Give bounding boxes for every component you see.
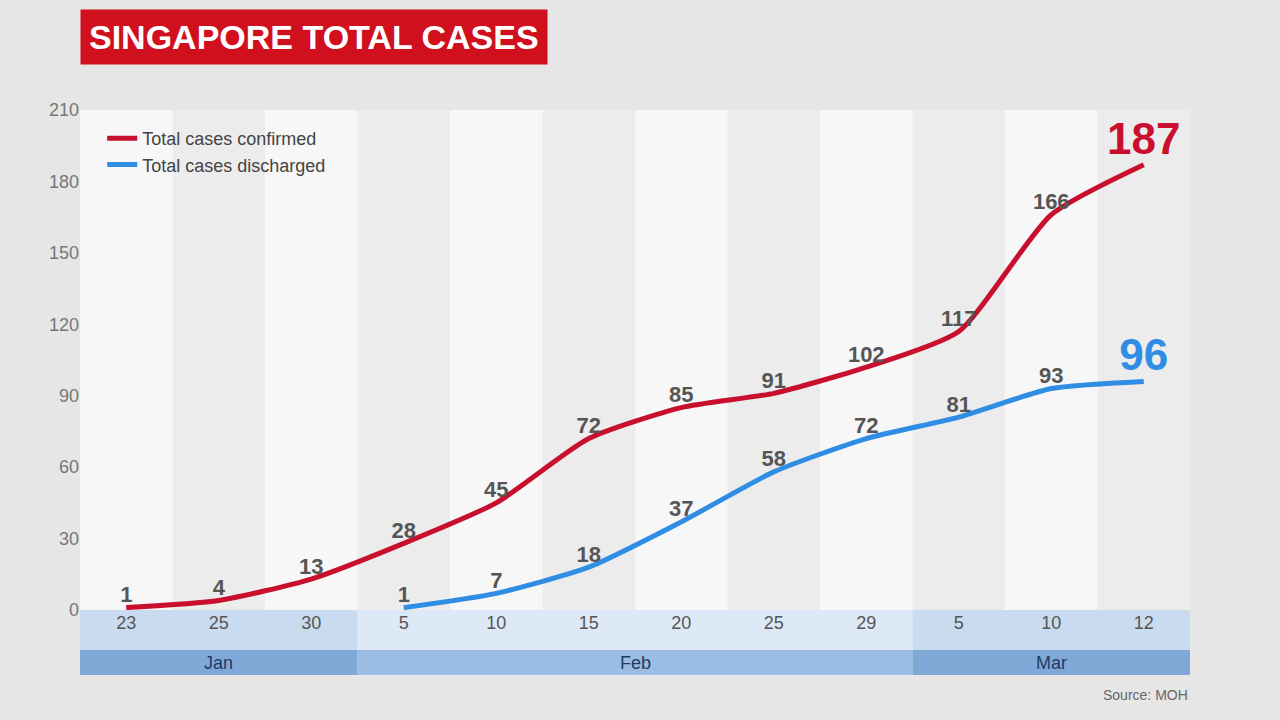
svg-text:93: 93 [1039, 363, 1063, 388]
svg-text:Total cases confirmed: Total cases confirmed [142, 129, 316, 149]
svg-text:180: 180 [49, 172, 79, 192]
svg-text:5: 5 [954, 613, 964, 633]
svg-text:Total cases discharged: Total cases discharged [142, 156, 325, 176]
svg-text:0: 0 [69, 600, 79, 620]
svg-text:25: 25 [209, 613, 229, 633]
svg-text:166: 166 [1033, 189, 1070, 214]
svg-text:117: 117 [941, 306, 977, 331]
svg-text:210: 210 [49, 100, 79, 120]
svg-text:Mar: Mar [1036, 653, 1067, 673]
svg-text:5: 5 [399, 613, 409, 633]
svg-text:30: 30 [59, 529, 79, 549]
svg-text:13: 13 [299, 554, 323, 579]
svg-text:85: 85 [669, 382, 693, 407]
svg-text:Feb: Feb [620, 653, 651, 673]
svg-text:23: 23 [116, 613, 136, 633]
svg-text:102: 102 [848, 342, 885, 367]
svg-text:4: 4 [213, 575, 226, 600]
svg-text:45: 45 [484, 477, 508, 502]
svg-text:37: 37 [669, 496, 693, 521]
svg-text:25: 25 [764, 613, 784, 633]
svg-text:1: 1 [398, 582, 410, 607]
svg-text:72: 72 [854, 413, 878, 438]
svg-text:18: 18 [577, 542, 601, 567]
svg-text:20: 20 [671, 613, 691, 633]
svg-text:72: 72 [577, 413, 601, 438]
svg-text:58: 58 [762, 446, 786, 471]
svg-text:91: 91 [762, 368, 786, 393]
svg-text:10: 10 [486, 613, 506, 633]
svg-text:29: 29 [856, 613, 876, 633]
svg-text:SINGAPORE TOTAL CASES: SINGAPORE TOTAL CASES [89, 18, 539, 56]
svg-text:187: 187 [1107, 114, 1180, 163]
svg-text:60: 60 [59, 457, 79, 477]
svg-text:12: 12 [1134, 613, 1154, 633]
svg-text:Jan: Jan [204, 653, 233, 673]
svg-text:90: 90 [59, 386, 79, 406]
svg-text:96: 96 [1119, 330, 1168, 379]
svg-text:30: 30 [301, 613, 321, 633]
svg-text:81: 81 [947, 392, 971, 417]
svg-text:15: 15 [579, 613, 599, 633]
svg-text:150: 150 [49, 243, 79, 263]
svg-text:10: 10 [1041, 613, 1061, 633]
svg-text:1: 1 [120, 582, 132, 607]
svg-text:120: 120 [49, 315, 79, 335]
svg-text:Source: MOH: Source: MOH [1103, 687, 1188, 703]
svg-text:7: 7 [490, 568, 502, 593]
svg-text:28: 28 [392, 518, 416, 543]
